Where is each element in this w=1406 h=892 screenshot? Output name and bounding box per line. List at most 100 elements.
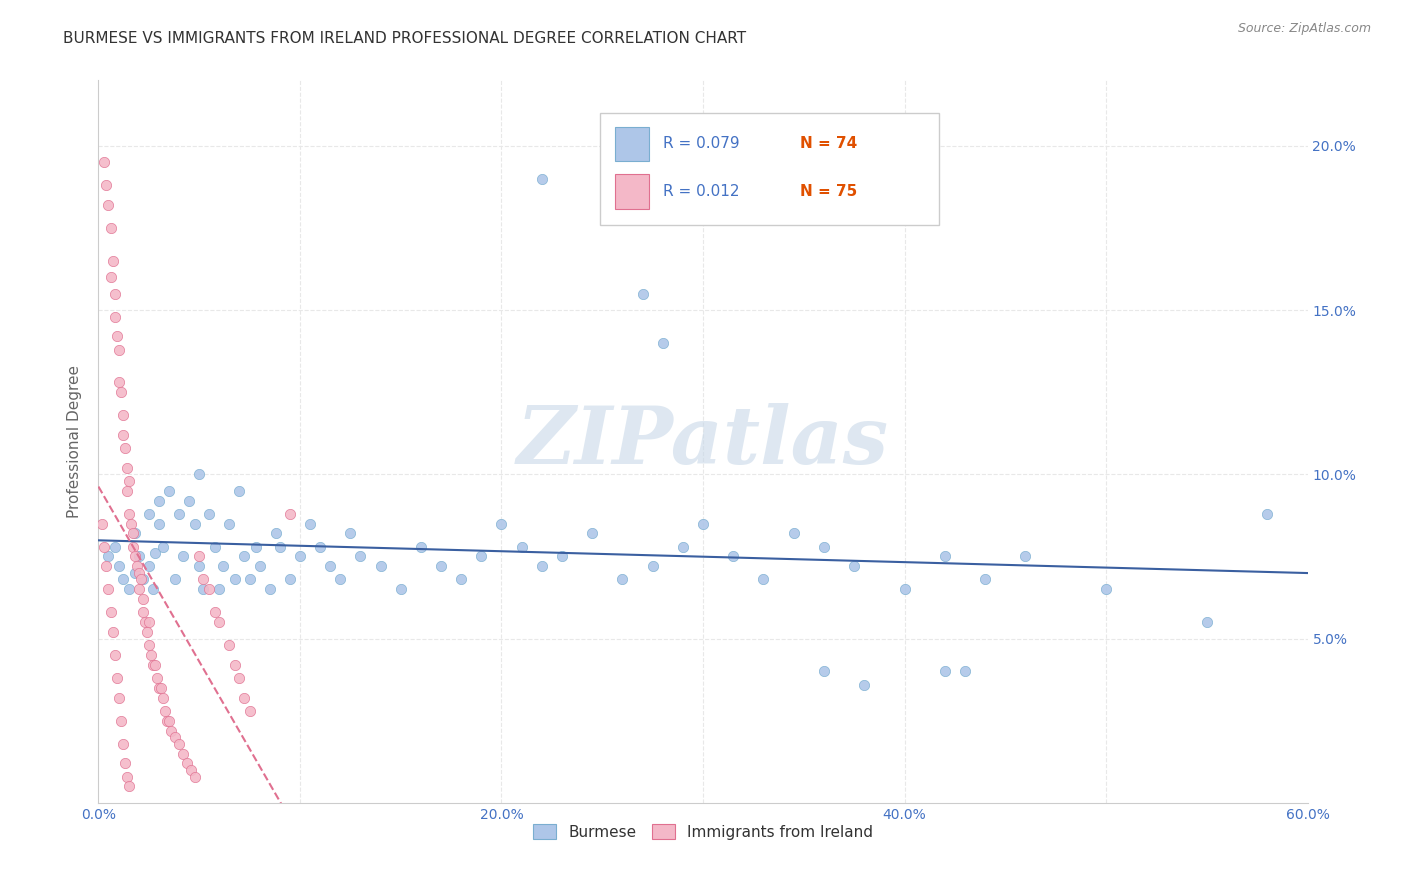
Point [218, 638, 240, 652]
Point [581, 526, 603, 541]
Point [115, 770, 138, 784]
Point [132, 573, 155, 587]
Point [160, 723, 183, 738]
Point [146, 671, 169, 685]
Point [103, 310, 125, 324]
Point [97, 582, 120, 597]
Point [115, 460, 138, 475]
Point [110, 385, 132, 400]
Point [188, 467, 211, 482]
Point [853, 677, 876, 691]
Point [124, 566, 146, 580]
Point [723, 549, 745, 564]
Point [105, 671, 128, 685]
Point [118, 507, 141, 521]
Point [152, 690, 174, 705]
Point [389, 582, 412, 597]
Point [143, 657, 166, 672]
Point [139, 648, 162, 662]
Point [115, 483, 138, 498]
Point [111, 428, 134, 442]
Point [530, 171, 553, 186]
Point [631, 286, 654, 301]
Point [134, 615, 156, 630]
Point [228, 671, 250, 685]
Point [934, 665, 956, 679]
Point [172, 747, 194, 761]
Point [100, 221, 122, 235]
Point [138, 638, 160, 652]
Point [1195, 615, 1218, 630]
Point [530, 559, 553, 574]
Point [142, 582, 165, 597]
Point [193, 573, 215, 587]
Point [934, 549, 956, 564]
Point [107, 376, 129, 390]
Point [264, 526, 287, 541]
Point [329, 573, 352, 587]
Point [149, 681, 172, 695]
Point [157, 714, 180, 728]
Point [118, 474, 141, 488]
Point [844, 559, 866, 574]
Point [132, 605, 155, 619]
Point [152, 540, 174, 554]
Point [179, 493, 201, 508]
Point [124, 526, 146, 541]
Point [651, 336, 673, 351]
Point [114, 441, 136, 455]
Point [138, 615, 160, 630]
Point [138, 559, 160, 574]
Point [156, 714, 179, 728]
Point [107, 559, 129, 574]
Point [193, 582, 215, 597]
Point [259, 582, 281, 597]
Point [163, 573, 186, 587]
Point [204, 605, 226, 619]
Text: N = 75: N = 75 [800, 184, 858, 199]
Point [97, 198, 120, 212]
Point [172, 549, 194, 564]
Point [299, 516, 322, 531]
Text: R = 0.012: R = 0.012 [664, 184, 740, 199]
Point [551, 549, 574, 564]
Point [128, 549, 150, 564]
Point [450, 573, 472, 587]
Point [97, 549, 120, 564]
Point [783, 526, 806, 541]
Point [752, 573, 775, 587]
Point [232, 549, 254, 564]
Point [198, 507, 221, 521]
Point [124, 549, 146, 564]
Point [430, 559, 453, 574]
Point [121, 526, 143, 541]
Point [491, 516, 513, 531]
Point [103, 540, 125, 554]
Point [101, 253, 124, 268]
Point [218, 516, 240, 531]
Point [107, 690, 129, 705]
Point [167, 737, 190, 751]
Point [103, 648, 125, 662]
Point [184, 770, 207, 784]
Point [319, 559, 342, 574]
Point [813, 540, 835, 554]
Point [153, 704, 176, 718]
Point [96, 178, 118, 193]
Point [118, 582, 141, 597]
Point [118, 780, 141, 794]
Point [110, 714, 132, 728]
Text: ZIPatlas: ZIPatlas [517, 403, 889, 480]
Point [212, 559, 235, 574]
Point [228, 483, 250, 498]
Point [204, 540, 226, 554]
Point [128, 582, 150, 597]
Point [641, 559, 664, 574]
Point [1256, 507, 1278, 521]
Point [672, 540, 695, 554]
Point [245, 540, 267, 554]
Point [148, 681, 170, 695]
Point [142, 657, 165, 672]
Point [470, 549, 492, 564]
Y-axis label: Professional Degree: Professional Degree [66, 365, 82, 518]
